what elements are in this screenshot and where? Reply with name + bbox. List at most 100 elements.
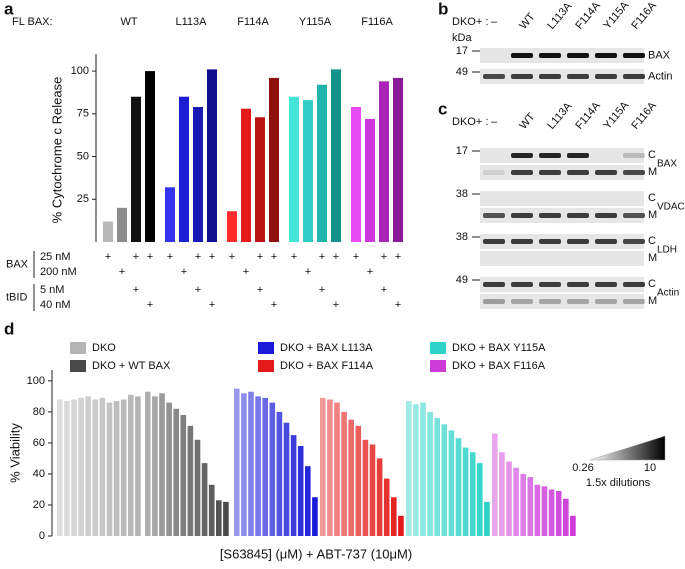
condition-mark: + [181, 266, 187, 278]
condition-mark: + [209, 251, 215, 263]
condition-mark: + [367, 266, 373, 278]
bar [207, 69, 217, 242]
dilution-wedge [589, 435, 666, 461]
condition-mark: + [257, 251, 263, 263]
bar [406, 401, 412, 536]
legend-swatch [70, 342, 86, 354]
lane-label: Y115A [601, 0, 631, 32]
band [511, 53, 533, 58]
panel-label: a [4, 0, 14, 18]
bar [269, 402, 276, 536]
bar [317, 84, 327, 242]
band [567, 299, 589, 304]
blot-strip [480, 48, 644, 63]
bar [563, 498, 569, 536]
bar [262, 397, 268, 536]
bar [255, 396, 261, 536]
range-min: 0.26 [572, 462, 593, 474]
bar [64, 401, 70, 536]
condition-label: 40 nM [40, 299, 71, 311]
bar [179, 96, 189, 243]
blot-strip [480, 165, 644, 180]
bar [341, 411, 347, 536]
group-label: F116A [361, 16, 393, 28]
bar [145, 391, 151, 536]
bar [297, 446, 304, 536]
condition-mark: + [395, 299, 401, 311]
band [623, 74, 645, 79]
bar [120, 399, 127, 536]
y-axis-label: % Cytochrome c Release [49, 77, 64, 224]
bar [351, 106, 361, 243]
lane-label: WT [517, 111, 537, 132]
marker-label: 38 [456, 188, 468, 200]
dilution-note: 1.5x dilutions [586, 477, 651, 489]
band [511, 239, 533, 244]
protein-label: LDH [657, 245, 677, 256]
condition-mark: + [271, 299, 277, 311]
marker-label: 38 [456, 231, 468, 243]
bar [379, 81, 389, 242]
condition-mark: + [381, 284, 387, 296]
y-tick-label: 100 [71, 65, 89, 77]
blot-strip [480, 277, 644, 292]
blot-strip [480, 294, 644, 309]
band [511, 170, 533, 175]
band [539, 213, 561, 218]
band [483, 282, 505, 287]
protein-label: VDAC1 [657, 202, 685, 213]
bar [131, 96, 141, 243]
band [539, 299, 561, 304]
bar [269, 77, 279, 242]
bar [241, 393, 247, 536]
protein-label: Actin [648, 70, 672, 82]
band [567, 239, 589, 244]
fraction-label: C [648, 149, 656, 161]
blot-strip [480, 69, 644, 84]
band [567, 74, 589, 79]
bar [113, 401, 120, 536]
lane-label: F114A [573, 99, 603, 131]
fraction-label: M [648, 209, 657, 221]
bar [241, 108, 251, 242]
bar [334, 402, 340, 536]
legend-swatch [430, 360, 446, 372]
band [595, 213, 617, 218]
condition-label: 200 nM [40, 266, 77, 278]
bar [290, 435, 297, 536]
band [483, 74, 505, 79]
condition-mark: + [395, 251, 401, 263]
panel-label: c [438, 99, 447, 118]
fraction-label: C [648, 192, 656, 204]
lane-label: F114A [573, 0, 603, 32]
condition-mark: + [105, 251, 111, 263]
legend-swatch [70, 360, 86, 372]
bar [303, 100, 313, 243]
bar [99, 397, 106, 536]
bar [541, 486, 548, 536]
marker-label: 17 [456, 45, 468, 57]
condition-mark: + [319, 251, 325, 263]
panel-label: d [4, 319, 14, 338]
band [483, 213, 505, 218]
x-axis-label: [S63845] (μM) + ABT-737 (10μM) [220, 546, 412, 561]
bar [355, 425, 362, 536]
group-label: WT [120, 16, 137, 28]
condition-mark: + [119, 266, 125, 278]
band [539, 282, 561, 287]
legend-swatch [430, 342, 446, 354]
band [595, 299, 617, 304]
band [539, 239, 561, 244]
bar [477, 463, 483, 536]
bar [462, 447, 469, 536]
bar [117, 207, 127, 242]
bar [393, 77, 403, 242]
bar [255, 117, 265, 242]
band [623, 299, 645, 304]
condition-mark: + [271, 251, 277, 263]
lane-label: Y115A [601, 99, 631, 132]
marker-label: 49 [456, 274, 468, 286]
fraction-label: M [648, 166, 657, 178]
bar [289, 96, 299, 243]
